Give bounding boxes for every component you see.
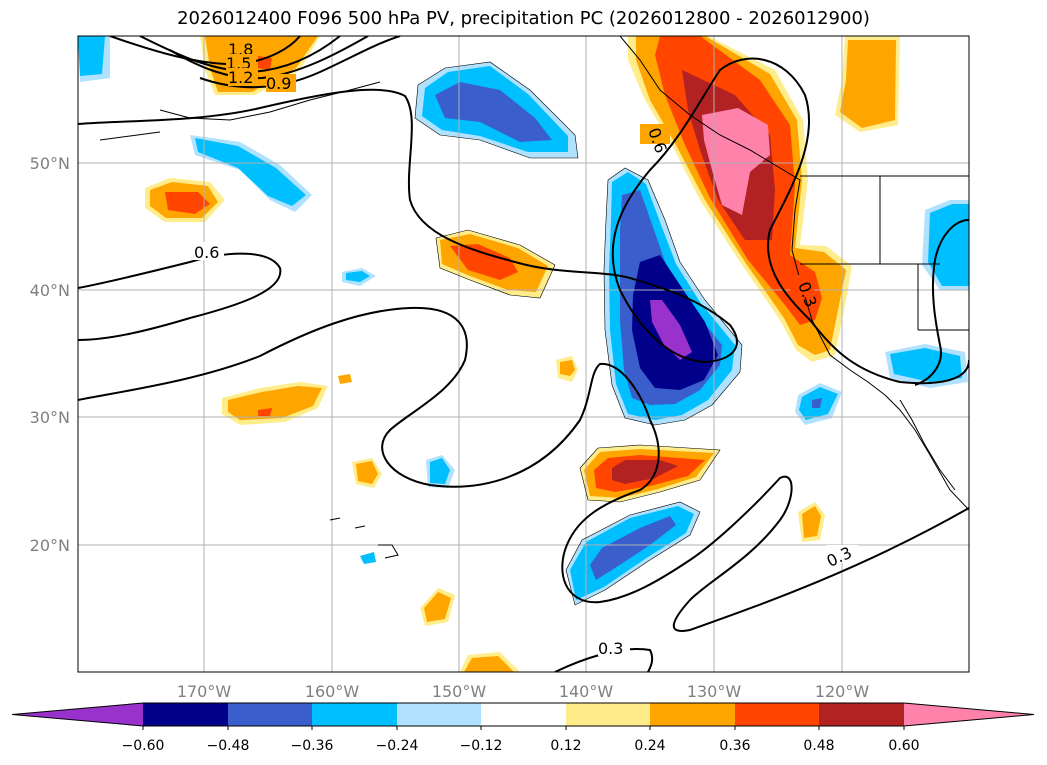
- shade-blue-sw-us-inner: [890, 348, 962, 382]
- colorbar-segment: [735, 703, 819, 726]
- map-area: 1.8 1.5 1.2 0.9 0.6 0.6 0.3 0.3 0.3: [78, 36, 969, 672]
- shade-purple-trough: [650, 300, 692, 360]
- lon-ticks: 170°W 160°W 150°W 140°W 130°W 120°W: [177, 682, 870, 701]
- colorbar-segment: [312, 703, 397, 726]
- colorbar-label-0.36: 0.36: [719, 738, 750, 754]
- shade-orange-small-33n-inner: [560, 360, 575, 376]
- anomaly-outlines: [414, 61, 743, 606]
- lon-tick-170w: 170°W: [177, 682, 232, 701]
- lat-tick-40n: 40°N: [30, 281, 70, 300]
- colorbar-labels: −0.60 −0.48 −0.36 −0.24 −0.12 0.12 0.24 …: [122, 738, 920, 754]
- pv-contour-1.2: [169, 36, 369, 80]
- colorbar-extend-low: [12, 703, 143, 726]
- shade-darkred-band-25n: [612, 460, 678, 484]
- shade-mid-blue-north: [435, 82, 552, 142]
- shade-orange-30n-inner: [228, 386, 322, 420]
- shade-midblue-band-18n: [590, 516, 676, 580]
- colorbar-segment: [143, 703, 228, 726]
- lon-tick-140w: 140°W: [559, 682, 614, 701]
- lat-tick-30n: 30°N: [30, 408, 70, 427]
- shade-blue-west-streak-inner: [195, 138, 306, 206]
- shade-orange-canada-inner: [840, 40, 896, 128]
- colorbar-segment: [397, 703, 481, 726]
- lon-tick-130w: 130°W: [687, 682, 742, 701]
- lon-tick-120w: 120°W: [815, 682, 870, 701]
- pv-contour-0.6-west: [78, 252, 282, 341]
- shade-red-west: [165, 192, 210, 214]
- shade-blue-small-25n-inner: [430, 458, 450, 484]
- colorbar-segment: [228, 703, 312, 726]
- coastline-us-states: [800, 176, 969, 331]
- colorbar-segment: [566, 703, 650, 726]
- colorbar-extend-high: [904, 703, 1034, 726]
- contour-label-1.2: 1.2: [228, 68, 253, 87]
- colorbar-label-0.60: 0.60: [888, 738, 919, 754]
- shade-orange-small-25n-inner: [356, 461, 378, 484]
- pv-contour-0.3-east: [914, 219, 969, 386]
- coastline-aleutians: [99, 131, 161, 141]
- colorbar-label-neg-0.60: −0.60: [122, 738, 165, 754]
- shade-red-central: [450, 244, 518, 280]
- lat-tick-20n: 20°N: [30, 536, 70, 555]
- coastline-hawaii: [329, 517, 399, 559]
- colorbar-label-neg-0.48: −0.48: [207, 738, 250, 754]
- colorbar-label-neg-0.36: −0.36: [291, 738, 334, 754]
- coastline-baja: [899, 399, 956, 491]
- shade-blue-small-19n: [360, 552, 376, 564]
- colorbar-segment: [819, 703, 904, 726]
- colorbar-segment: [650, 703, 735, 726]
- chart-title: 2026012400 F096 500 hPa PV, precipitatio…: [177, 8, 870, 29]
- colorbar-segment: [481, 703, 566, 726]
- shade-orange-small-22n-inner: [802, 506, 821, 538]
- shade-orange-tiny-33n: [338, 374, 352, 384]
- pv-contour-0.6-north: [78, 57, 969, 385]
- contour-label-0.6-west: 0.6: [194, 243, 219, 262]
- colorbar-label-0.24: 0.24: [634, 738, 665, 754]
- shade-blue-east-inner: [928, 204, 969, 286]
- lon-tick-160w: 160°W: [305, 682, 360, 701]
- shade-red-30n: [258, 408, 272, 416]
- lat-tick-50n: 50°N: [30, 154, 70, 173]
- shade-blue-small-40n-inner: [346, 271, 370, 282]
- shade-orange-bottom-inner: [464, 656, 514, 672]
- shade-orange-small-15n-inner: [424, 592, 451, 622]
- pv-contour-0.3-bottom: [554, 648, 654, 672]
- contour-label-0.9: 0.9: [266, 74, 291, 93]
- lat-ticks: 50°N 40°N 30°N 20°N: [30, 154, 70, 555]
- colorbar-label-0.12: 0.12: [550, 738, 581, 754]
- colorbar-label-neg-0.24: −0.24: [376, 738, 419, 754]
- map-frame: [77, 35, 970, 673]
- shade-blue-topleft-inner: [78, 36, 105, 76]
- colorbar-label-neg-0.12: −0.12: [460, 738, 503, 754]
- shade-midblue-small-31n: [812, 398, 822, 408]
- contour-label-0.3-bottom: 0.3: [598, 639, 623, 658]
- pv-contour-0.3-south: [78, 306, 969, 632]
- lon-tick-150w: 150°W: [432, 682, 487, 701]
- colorbar-label-0.48: 0.48: [803, 738, 834, 754]
- colorbar: [11, 702, 1035, 730]
- contour-labels: 1.8 1.5 1.2 0.9 0.6 0.6 0.3 0.3 0.3: [192, 40, 858, 658]
